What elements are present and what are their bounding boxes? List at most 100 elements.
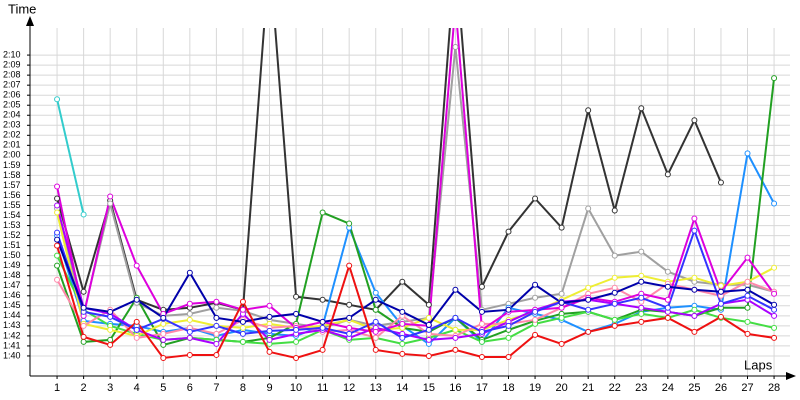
lap-marker: [771, 264, 778, 271]
y-tick-label: 1:52: [3, 230, 21, 240]
lap-marker: [532, 331, 539, 338]
lap-marker: [266, 313, 273, 320]
lap-marker: [425, 321, 432, 328]
lap-marker: [691, 306, 698, 313]
y-tick-label: 1:51: [3, 240, 21, 250]
lap-marker: [133, 296, 140, 303]
lap-marker: [372, 346, 379, 353]
x-tick-label: 25: [688, 382, 700, 394]
lap-marker: [638, 278, 645, 285]
lap-marker: [54, 262, 61, 269]
lap-marker: [239, 338, 246, 345]
lap-marker: [585, 296, 592, 303]
lap-marker: [160, 314, 167, 321]
lap-marker: [532, 195, 539, 202]
lap-marker: [717, 179, 724, 186]
lap-marker: [293, 354, 300, 361]
lap-marker: [771, 324, 778, 331]
lap-marker: [744, 292, 751, 299]
lap-marker: [638, 310, 645, 317]
lap-marker: [611, 274, 618, 281]
lap-marker: [107, 341, 114, 348]
lap-marker: [532, 308, 539, 315]
series-line: [56, 28, 775, 333]
y-tick-label: 1:53: [3, 220, 21, 230]
lap-marker: [293, 338, 300, 345]
lap-marker: [558, 304, 565, 311]
lap-marker: [399, 278, 406, 285]
lap-marker: [266, 348, 273, 355]
lap-marker: [558, 340, 565, 347]
x-tick-label: 16: [449, 382, 461, 394]
lap-marker: [80, 288, 87, 295]
lap-marker: [80, 333, 87, 340]
lap-marker: [771, 301, 778, 308]
lap-marker: [239, 318, 246, 325]
x-tick-label: 9: [266, 382, 272, 394]
lap-marker: [717, 288, 724, 295]
lap-marker: [691, 328, 698, 335]
lap-marker: [346, 314, 353, 321]
lap-marker: [293, 293, 300, 300]
lap-marker: [346, 330, 353, 337]
lap-marker: [585, 284, 592, 291]
lap-marker: [319, 318, 326, 325]
lap-marker: [558, 314, 565, 321]
y-tick-label: 1:54: [3, 210, 21, 220]
series-line: [56, 78, 776, 347]
y-tick-label: 1:41: [3, 340, 21, 350]
x-tick-label: 27: [741, 382, 753, 394]
lap-marker: [585, 205, 592, 212]
lap-marker: [638, 105, 645, 112]
y-tick-label: 2:03: [3, 120, 21, 130]
lap-marker: [558, 290, 565, 297]
x-tick-label: 20: [555, 382, 567, 394]
lap-marker: [186, 328, 193, 335]
lap-marker: [107, 200, 114, 207]
lap-marker: [585, 107, 592, 114]
lap-marker: [558, 299, 565, 306]
lap-marker: [54, 209, 61, 216]
lap-marker: [744, 330, 751, 337]
x-tick-label: 24: [662, 382, 674, 394]
lap-marker: [717, 313, 724, 320]
lap-marker: [213, 340, 220, 347]
lap-marker: [293, 326, 300, 333]
y-tick-label: 2:02: [3, 130, 21, 140]
y-tick-label: 2:00: [3, 150, 21, 160]
lap-marker: [160, 320, 167, 327]
lap-marker: [107, 313, 114, 320]
series-line: [56, 46, 775, 329]
series-line: [56, 205, 775, 346]
lap-marker: [611, 316, 618, 323]
lap-marker: [319, 324, 326, 331]
lap-marker: [611, 289, 618, 296]
y-tick-label: 2:04: [3, 110, 21, 120]
lap-marker: [771, 306, 778, 313]
lap-marker: [664, 268, 671, 275]
lap-marker: [160, 341, 167, 348]
x-tick-label: 28: [768, 382, 780, 394]
lap-marker: [691, 227, 698, 234]
lap-marker: [54, 252, 61, 259]
lap-marker: [425, 326, 432, 333]
lap-marker: [505, 322, 512, 329]
lap-marker: [611, 300, 618, 307]
lap-marker: [213, 298, 220, 305]
lap-marker: [107, 326, 114, 333]
lap-marker: [133, 326, 140, 333]
lap-marker: [505, 334, 512, 341]
x-tick-label: 6: [187, 382, 193, 394]
lap-marker: [107, 193, 114, 200]
lap-marker: [372, 334, 379, 341]
lap-marker: [453, 2, 458, 7]
x-tick-label: 18: [502, 382, 514, 394]
y-tick-label: 2:09: [3, 59, 21, 69]
lap-marker: [80, 338, 87, 345]
lap-marker: [186, 310, 193, 317]
x-tick-label: 22: [609, 382, 621, 394]
series-line: [56, 245, 775, 360]
lap-marker: [133, 318, 140, 325]
y-tick-label: 2:10: [3, 49, 21, 59]
